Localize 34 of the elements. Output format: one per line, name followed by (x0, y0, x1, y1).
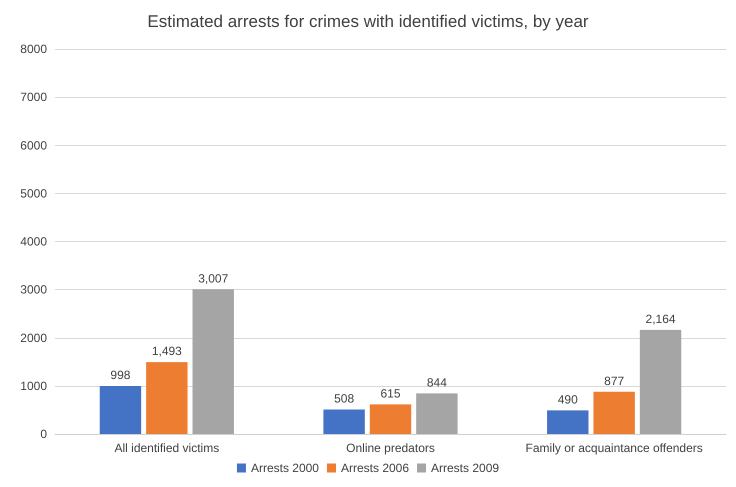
bar (100, 386, 142, 434)
bar (192, 289, 234, 434)
data-label: 877 (604, 374, 624, 388)
x-tick-label: All identified victims (114, 441, 220, 455)
data-label: 2,164 (646, 312, 676, 326)
y-tick-label: 6000 (20, 138, 48, 152)
bar (416, 393, 458, 434)
chart-title: Estimated arrests for crimes with identified victims, by year (147, 12, 589, 31)
bar (370, 404, 412, 434)
bar (593, 392, 635, 434)
y-tick-label: 3000 (20, 282, 48, 297)
x-tick-label: Online predators (346, 441, 435, 455)
y-tick-label: 7000 (20, 90, 48, 104)
y-tick-label: 5000 (20, 186, 48, 200)
data-label: 615 (380, 386, 401, 400)
data-label: 508 (334, 392, 354, 406)
bar (323, 410, 365, 434)
data-label: 3,007 (198, 271, 229, 286)
legend-label: Arrests 2000 (250, 461, 320, 475)
bar (146, 362, 188, 434)
x-tick-label: Family or acquaintance offenders (526, 441, 703, 455)
data-label: 490 (558, 392, 578, 406)
bar (547, 410, 588, 434)
y-tick-label: 8000 (20, 42, 48, 56)
y-tick-label: 0 (40, 427, 48, 441)
data-label: 844 (426, 375, 448, 390)
bar (640, 330, 682, 434)
data-label: 998 (110, 368, 131, 382)
y-tick-label: 4000 (20, 234, 48, 248)
legend-label: Arrests 2006 (340, 461, 410, 475)
y-tick-label: 1000 (20, 378, 48, 393)
y-tick-label: 2000 (20, 330, 48, 345)
legend-label: Arrests 2009 (431, 461, 500, 475)
data-label: 1,493 (152, 344, 182, 358)
